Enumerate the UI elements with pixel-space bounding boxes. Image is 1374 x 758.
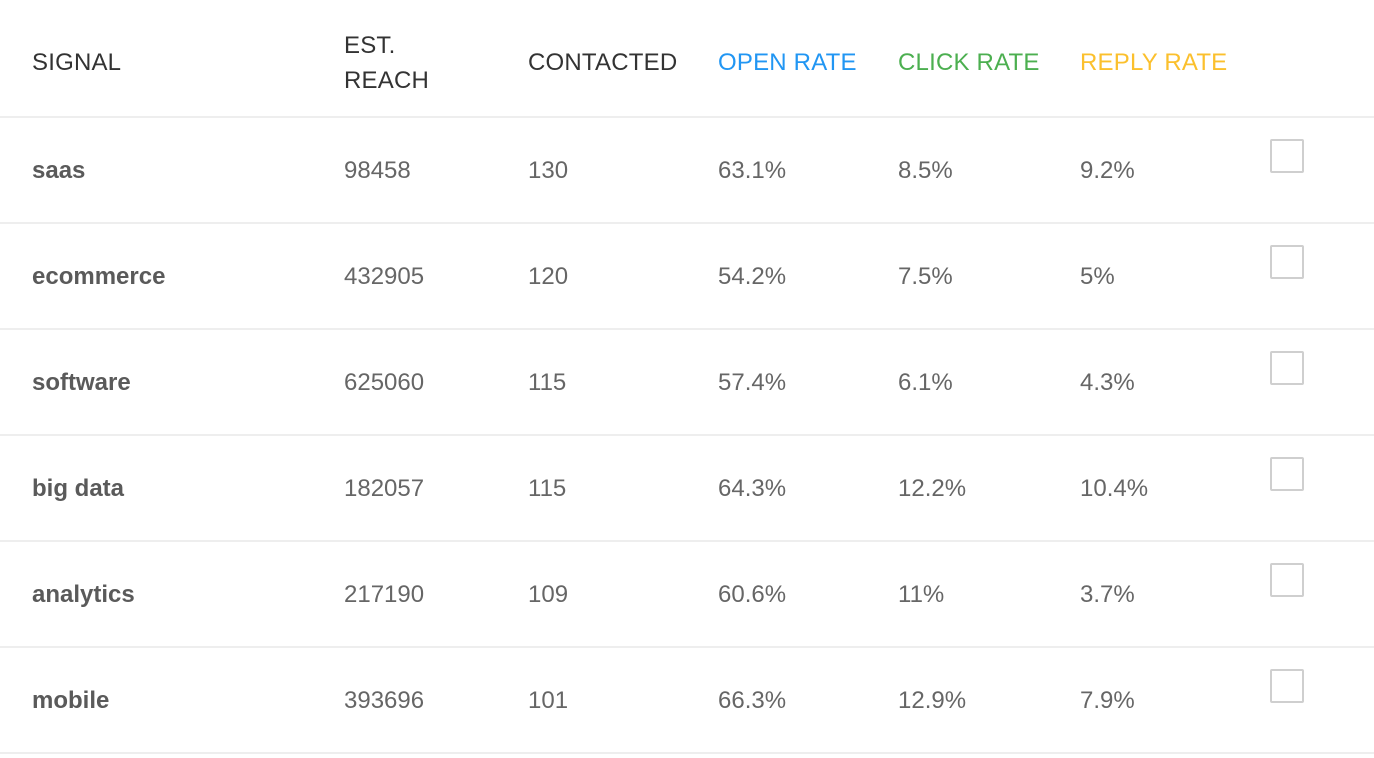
signal-cell: big data [32, 475, 125, 502]
table-row: ecommerce 432905 120 54.2% 7.5% 5% [0, 224, 1374, 330]
signal-cell: software [32, 369, 131, 396]
row-select-checkbox[interactable] [1270, 563, 1304, 597]
table-row: analytics 217190 109 60.6% 11% 3.7% [0, 542, 1374, 648]
click-rate-cell: 7.5% [898, 263, 953, 290]
signal-cell: ecommerce [32, 263, 166, 290]
signal-cell: mobile [32, 687, 110, 714]
table-row: saas 98458 130 63.1% 8.5% 9.2% [0, 118, 1374, 224]
est-reach-cell: 182057 [344, 475, 425, 502]
reply-rate-cell: 9.2% [1080, 157, 1135, 184]
click-rate-cell: 11% [898, 581, 945, 608]
reply-rate-cell: 5% [1080, 263, 1115, 290]
row-select-checkbox[interactable] [1270, 669, 1304, 703]
contacted-cell: 130 [528, 157, 569, 184]
reply-rate-cell: 10.4% [1080, 475, 1149, 502]
signal-cell: analytics [32, 581, 135, 608]
contacted-cell: 115 [528, 475, 567, 502]
contacted-cell: 120 [528, 263, 569, 290]
open-rate-cell: 66.3% [718, 687, 787, 714]
click-rate-cell: 6.1% [898, 369, 953, 396]
est-reach-cell: 98458 [344, 157, 411, 184]
est-reach-cell: 432905 [344, 263, 425, 290]
est-reach-cell: 625060 [344, 369, 425, 396]
signal-cell: saas [32, 157, 86, 184]
row-select-checkbox[interactable] [1270, 457, 1304, 491]
column-header-contacted[interactable]: CONTACTED [528, 49, 678, 76]
click-rate-cell: 8.5% [898, 157, 953, 184]
contacted-cell: 109 [528, 581, 569, 608]
row-select-checkbox[interactable] [1270, 139, 1304, 173]
est-reach-cell: 393696 [344, 687, 425, 714]
table-row: mobile 393696 101 66.3% 12.9% 7.9% [0, 648, 1374, 754]
open-rate-cell: 54.2% [718, 263, 787, 290]
row-select-checkbox[interactable] [1270, 245, 1304, 279]
click-rate-cell: 12.2% [898, 475, 967, 502]
table-row: software 625060 115 57.4% 6.1% 4.3% [0, 330, 1374, 436]
column-header-est-reach[interactable]: EST. REACH [344, 28, 484, 98]
row-select-checkbox[interactable] [1270, 351, 1304, 385]
column-header-open-rate[interactable]: OPEN RATE [718, 49, 857, 76]
table-row: big data 182057 115 64.3% 12.2% 10.4% [0, 436, 1374, 542]
open-rate-cell: 60.6% [718, 581, 787, 608]
column-header-reply-rate[interactable]: REPLY RATE [1080, 49, 1228, 76]
click-rate-cell: 12.9% [898, 687, 967, 714]
column-header-click-rate[interactable]: CLICK RATE [898, 49, 1040, 76]
open-rate-cell: 64.3% [718, 475, 787, 502]
table-header: SIGNAL EST. REACH CONTACTED OPEN RATE CL… [0, 0, 1374, 118]
est-reach-cell: 217190 [344, 581, 425, 608]
column-header-est-reach-line1: EST. [344, 32, 396, 59]
column-header-signal[interactable]: SIGNAL [32, 49, 122, 76]
reply-rate-cell: 3.7% [1080, 581, 1135, 608]
reply-rate-cell: 7.9% [1080, 687, 1135, 714]
open-rate-cell: 57.4% [718, 369, 787, 396]
contacted-cell: 115 [528, 369, 567, 396]
contacted-cell: 101 [528, 687, 569, 714]
reply-rate-cell: 4.3% [1080, 369, 1135, 396]
column-header-est-reach-line2: REACH [344, 67, 430, 94]
open-rate-cell: 63.1% [718, 157, 787, 184]
